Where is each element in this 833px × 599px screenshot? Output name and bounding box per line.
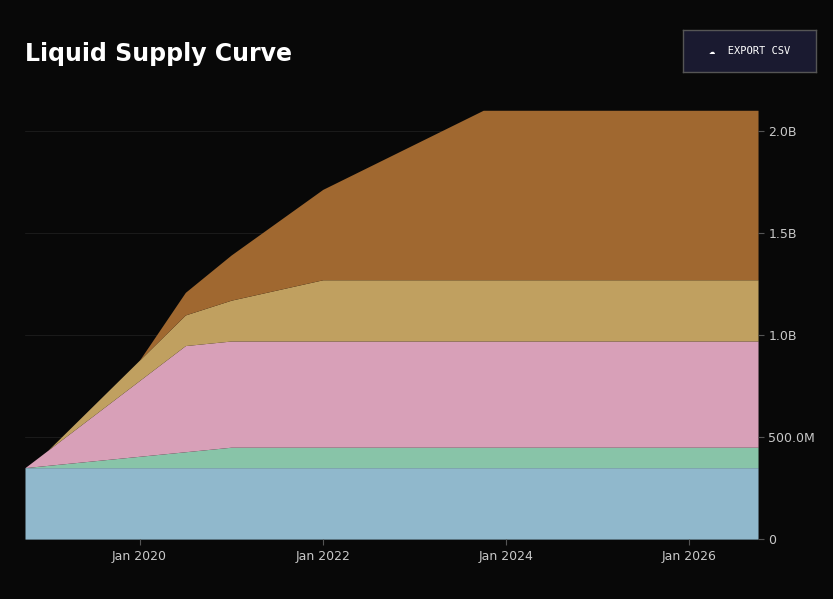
Text: Liquid Supply Curve: Liquid Supply Curve: [25, 42, 292, 66]
Text: ☁  EXPORT CSV: ☁ EXPORT CSV: [709, 46, 791, 56]
